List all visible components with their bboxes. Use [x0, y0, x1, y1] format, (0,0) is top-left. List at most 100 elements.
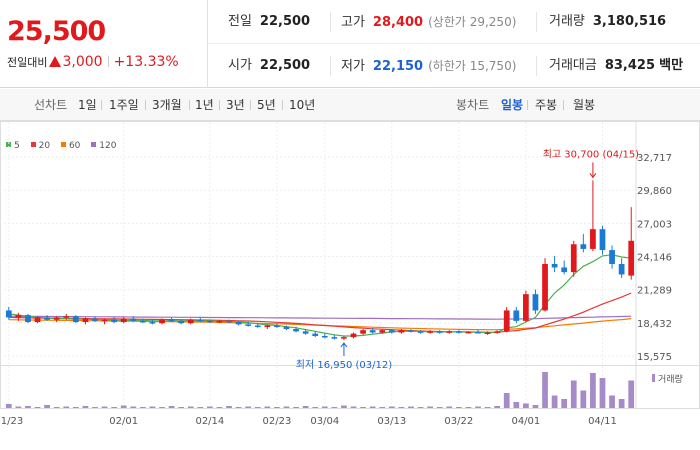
volume-bar — [341, 405, 347, 408]
volume-bar — [321, 406, 328, 408]
y-tick-label: 29,860 — [637, 186, 672, 197]
candle-body — [63, 316, 70, 318]
candle-body — [25, 315, 31, 323]
x-tick-label: 02/01 — [109, 416, 138, 427]
candle-body — [34, 317, 41, 323]
high-cell: 고가 28,400 (상한가 29,250) — [330, 12, 516, 32]
volume-bar — [494, 406, 501, 408]
candle-body — [293, 329, 299, 332]
trade-value-unit: 백만 — [659, 58, 684, 73]
volume-bar — [187, 406, 194, 408]
candle-body — [226, 320, 232, 323]
arrow-head-icon — [340, 342, 348, 348]
x-tick-label: 04/01 — [511, 416, 540, 427]
high-annotation: 최고 30,700 (04/15) — [543, 148, 639, 160]
volume-bar — [216, 407, 223, 408]
volume-bar — [618, 399, 625, 408]
volume-bar — [590, 373, 596, 408]
candle-body — [446, 331, 453, 333]
volume-bar — [178, 407, 185, 408]
candle-weekly[interactable]: 주봉 — [535, 98, 558, 112]
candle-body — [590, 229, 596, 249]
volume-bar — [484, 407, 491, 408]
candle-body — [561, 267, 568, 273]
volume-bar — [82, 406, 89, 408]
candle-daily[interactable]: 일봉 — [501, 98, 524, 112]
candle-body — [197, 319, 204, 322]
volume-bar — [111, 407, 117, 408]
period-1y[interactable]: 1년 — [195, 98, 214, 112]
divider — [282, 100, 283, 110]
volume-bar — [149, 406, 156, 408]
volume-bar — [226, 406, 232, 408]
high-value: 28,400 — [372, 15, 424, 30]
candle-body — [245, 324, 252, 326]
divider — [107, 56, 109, 67]
period-3y[interactable]: 3년 — [226, 98, 245, 112]
stats-row-1: 전일 22,500 고가 28,400 (상한가 29,250) 거래량 3,180,5… — [208, 0, 700, 44]
candle-body — [149, 322, 156, 324]
period-3m[interactable]: 3개월 — [152, 98, 182, 112]
candle-body — [312, 333, 319, 336]
candle-body — [44, 317, 50, 320]
volume-bar — [159, 407, 165, 408]
period-1w[interactable]: 1주일 — [109, 98, 139, 112]
divider — [189, 100, 190, 110]
volume-bar — [417, 407, 424, 408]
volume-bar — [34, 407, 41, 408]
volume-bar — [5, 404, 12, 408]
current-price: 25,500 — [7, 16, 106, 47]
candle-body — [580, 244, 587, 249]
x-tick-label: 02/14 — [195, 416, 224, 427]
volume-bar — [15, 406, 22, 408]
period-10y[interactable]: 10년 — [289, 98, 316, 112]
divider — [145, 100, 146, 110]
candle-body — [503, 310, 510, 332]
volume-bar — [245, 406, 252, 408]
candle-body — [72, 316, 79, 323]
candle-monthly[interactable]: 월봉 — [573, 98, 596, 112]
legend-ma5: 5 — [6, 141, 20, 151]
volume-bar — [302, 406, 309, 408]
volume-bar — [628, 380, 635, 408]
volume-bar — [570, 380, 577, 408]
volume-bar — [408, 406, 414, 408]
x-tick-label: 03/13 — [377, 416, 406, 427]
candle-body — [111, 319, 117, 323]
candle-body — [417, 331, 424, 333]
candle-body — [542, 263, 548, 311]
candle-body — [398, 330, 405, 333]
legend-ma20: 20 — [30, 141, 50, 151]
volume-bar — [427, 406, 433, 408]
ma-legend: 5 20 60 120 — [6, 141, 124, 151]
candle-body — [207, 320, 213, 323]
candle-body — [628, 240, 635, 276]
volume-bar — [398, 407, 405, 408]
volume-bar — [331, 407, 338, 408]
candle-body — [609, 250, 615, 264]
volume-bar — [235, 407, 242, 408]
candle-body — [101, 319, 108, 322]
low-value: 22,150 — [372, 59, 424, 74]
up-triangle-icon — [49, 56, 62, 67]
y-tick-label: 27,003 — [637, 219, 672, 230]
change-amount: 3,000 — [62, 54, 103, 70]
volume-bar — [254, 407, 261, 408]
divider — [563, 100, 564, 110]
period-5y[interactable]: 5년 — [257, 98, 276, 112]
volume-bar — [475, 406, 481, 408]
volume-bar — [561, 399, 568, 408]
volume-bar — [283, 406, 290, 408]
quote-summary: 25,500 전일대비 3,000 +13.33% 전일 22,500 고가 28,40… — [0, 0, 700, 88]
volume-bar — [130, 406, 137, 408]
candle-body — [331, 337, 338, 339]
open-cell: 시가 22,500 — [228, 58, 311, 73]
candle-body — [15, 315, 22, 318]
period-1d[interactable]: 1일 — [78, 98, 97, 112]
candle-body — [360, 330, 366, 334]
volume-bar — [436, 407, 443, 408]
volume-bar — [542, 372, 548, 408]
candle-body — [130, 318, 137, 321]
x-tick-label: 03/22 — [444, 416, 473, 427]
